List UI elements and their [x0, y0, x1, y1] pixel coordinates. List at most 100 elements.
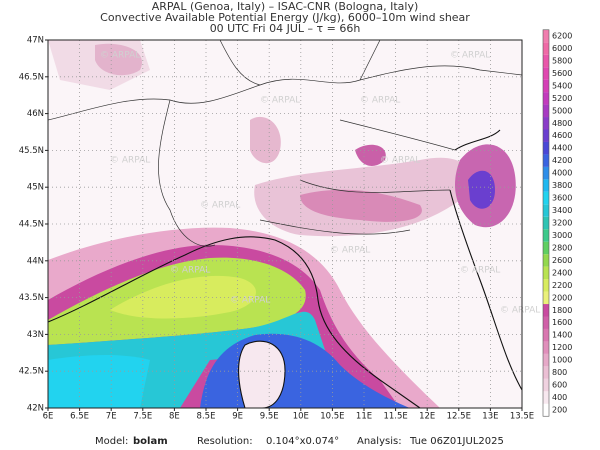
colorbar-label: 2000	[552, 293, 572, 302]
watermark: © ARPAL	[380, 156, 420, 166]
colorbar-swatch	[543, 117, 549, 130]
colorbar-swatch	[543, 254, 549, 267]
lon-tick-label: 8.5E	[197, 412, 216, 422]
watermark: © ARPAL	[500, 306, 540, 316]
colorbar-swatch	[543, 216, 549, 230]
colorbar-swatch	[543, 328, 549, 342]
colorbar-swatch	[543, 191, 549, 205]
colorbar-label: 2800	[552, 243, 572, 252]
colorbar-swatch	[543, 79, 549, 93]
colorbar-label: 4000	[552, 169, 572, 178]
colorbar-label: 4800	[552, 119, 572, 128]
colorbar: 200 400 600 800 1000 1200 1400 1600 1800 2000 2200…	[542, 29, 572, 417]
title-line: ARPAL (Genoa, Italy) – ISAC-CNR (Bologna…	[152, 0, 419, 13]
colorbar-label: 400	[552, 393, 567, 402]
colorbar-label: 2600	[552, 256, 572, 265]
lon-tick-label: 7.5E	[133, 412, 152, 422]
footer-value: bolam	[133, 436, 168, 447]
colorbar-label: 2200	[552, 281, 572, 290]
colorbar-label: 3600	[552, 194, 572, 203]
lon-tick-label: 12E	[419, 412, 435, 422]
colorbar-swatch	[543, 204, 549, 217]
lat-tick-label: 46.5N	[19, 72, 44, 82]
colorbar-label: 1600	[552, 318, 572, 327]
footer-value: Tue 06Z01JUL2025	[409, 436, 504, 447]
watermark: © ARPAL	[330, 246, 370, 256]
border	[47, 65, 523, 121]
watermark: © ARPAL	[100, 51, 140, 61]
lat-tick-label: 47N	[27, 36, 44, 46]
cape-patch	[110, 275, 257, 319]
island	[238, 341, 285, 408]
colorbar-swatch	[543, 403, 549, 417]
colorbar-label: 5600	[552, 69, 572, 78]
colorbar-swatch	[543, 104, 549, 118]
colorbar-label: 600	[552, 381, 567, 390]
lat-tick-label: 42N	[27, 404, 44, 414]
colorbar-label: 3800	[552, 181, 572, 190]
map-field	[48, 40, 522, 408]
lon-tick-label: 11.5E	[383, 412, 407, 422]
colorbar-swatch	[543, 279, 549, 292]
title-line: 00 UTC Fri 04 JUL – τ = 66h	[210, 22, 361, 35]
colorbar-swatch	[543, 291, 549, 305]
colorbar-swatch	[543, 42, 549, 55]
colorbar-label: 200	[552, 406, 567, 415]
map-frame	[47, 39, 523, 409]
colorbar-label: 4400	[552, 144, 572, 153]
colorbar-label: 5200	[552, 94, 572, 103]
lon-tick-label: 13E	[482, 412, 498, 422]
colorbar-swatch	[543, 67, 549, 80]
watermark: © ARPAL	[230, 296, 270, 306]
title-line: Convective Available Potential Energy (J…	[100, 11, 470, 24]
colorbar-label: 4200	[552, 156, 572, 165]
border	[219, 39, 456, 235]
lat-tick-label: 42.5N	[19, 367, 44, 377]
watermark: © ARPAL	[450, 51, 490, 61]
cape-patch	[95, 43, 142, 76]
colorbar-label: 1400	[552, 331, 572, 340]
lon-tick-label: 9E	[232, 412, 243, 422]
cape-patch	[468, 170, 495, 209]
colorbar-label: 3400	[552, 206, 572, 215]
colorbar-label: 2400	[552, 268, 572, 277]
colorbar-label: 6000	[552, 44, 572, 53]
lat-tick-label: 43N	[27, 330, 44, 340]
coastline	[238, 340, 286, 409]
watermark: © ARPAL	[460, 266, 500, 276]
colorbar-label: 3200	[552, 219, 572, 228]
lon-tick-label: 12.5E	[447, 412, 471, 422]
lon-tick-label: 10.5E	[320, 412, 344, 422]
coastline	[47, 236, 421, 409]
colorbar-label: 5800	[552, 56, 572, 65]
lat-tick-label: 45N	[27, 183, 44, 193]
colorbar-label: 5000	[552, 106, 572, 115]
lon-tick-label: 11E	[356, 412, 372, 422]
cape-patch	[48, 355, 150, 408]
lat-tick-label: 43.5N	[19, 293, 44, 303]
axes: © ARPAL © ARPAL © ARPAL © ARPAL © ARPAL © ARP…	[19, 36, 541, 422]
watermark: © ARPAL	[170, 266, 210, 276]
colorbar-label: 5400	[552, 81, 572, 90]
colorbar-swatch	[543, 366, 549, 379]
colorbar-swatch	[543, 92, 549, 105]
colorbar-swatch	[543, 54, 549, 68]
colorbar-label: 3000	[552, 231, 572, 240]
lon-tick-label: 7E	[106, 412, 117, 422]
watermark: © ARPAL	[110, 156, 150, 166]
lat-tick-label: 44N	[27, 256, 44, 266]
cape-patch	[300, 189, 422, 222]
colorbar-swatch	[543, 353, 549, 367]
colorbar-swatch	[543, 316, 549, 329]
lon-tick-label: 13.5E	[510, 412, 534, 422]
cape-patch	[250, 116, 281, 164]
lon-tick-label: 10E	[293, 412, 309, 422]
watermark: © ARPAL	[260, 96, 300, 106]
colorbar-label: 1000	[552, 356, 572, 365]
colorbar-swatch	[543, 129, 549, 142]
lat-tick-label: 45.5N	[19, 146, 44, 156]
footer-label: Resolution:	[197, 436, 253, 447]
colorbar-swatch	[543, 166, 549, 180]
colorbar-frame	[542, 29, 550, 417]
lon-tick-label: 6E	[43, 412, 54, 422]
